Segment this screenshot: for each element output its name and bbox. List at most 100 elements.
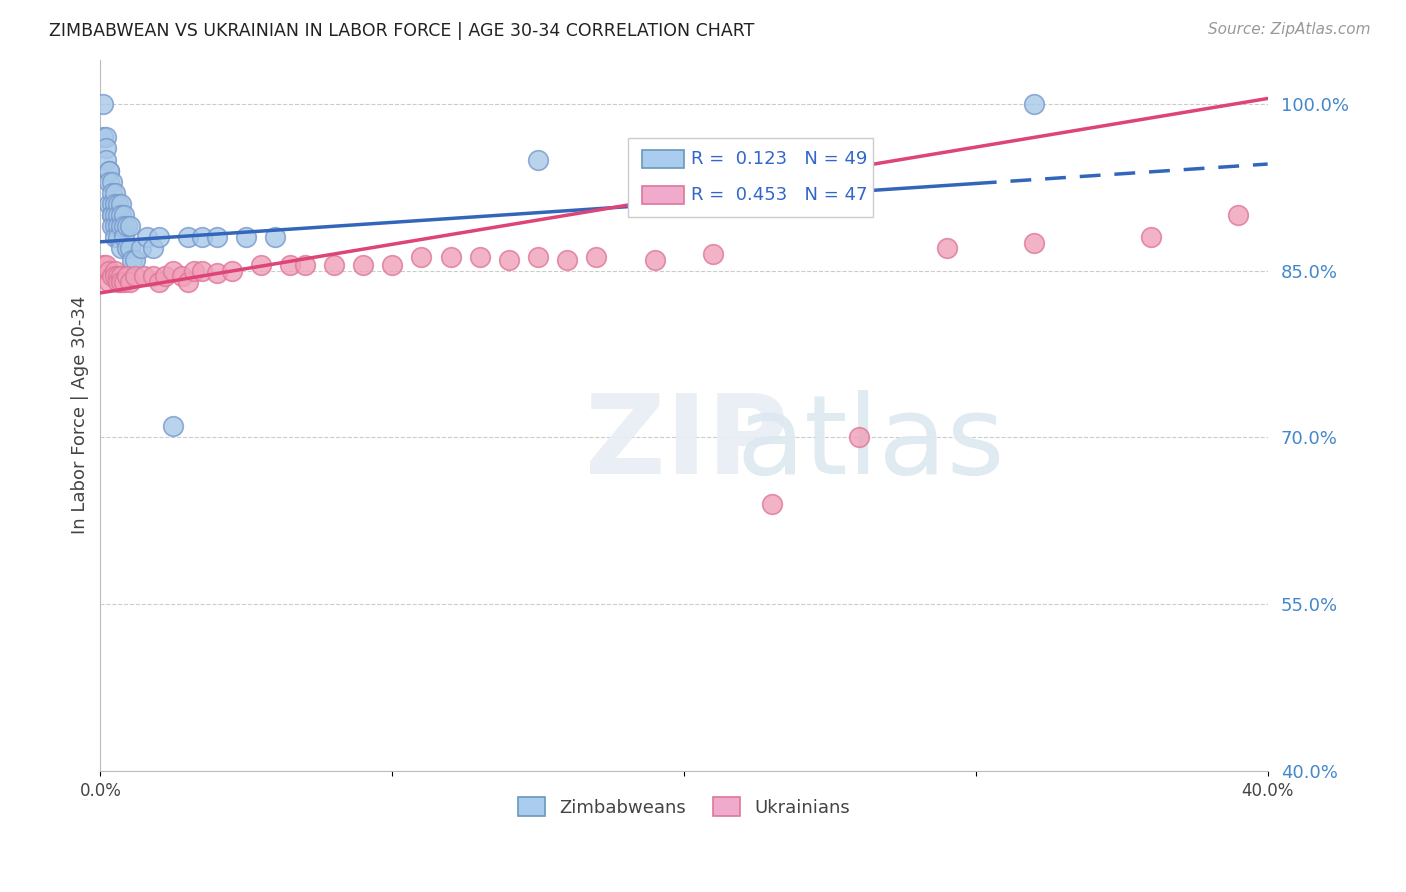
- Point: [250, 258, 273, 272]
- Point: [112, 275, 135, 289]
- Point: [264, 230, 287, 244]
- Point: [177, 275, 200, 289]
- Point: [294, 258, 316, 272]
- Point: [498, 252, 520, 267]
- Point: [1024, 235, 1046, 250]
- Text: ZIP: ZIP: [585, 390, 789, 497]
- Point: [115, 219, 138, 234]
- Point: [129, 242, 152, 256]
- Point: [142, 242, 165, 256]
- Point: [381, 258, 404, 272]
- Point: [1227, 208, 1250, 222]
- Text: atlas: atlas: [737, 390, 1005, 497]
- Text: Source: ZipAtlas.com: Source: ZipAtlas.com: [1208, 22, 1371, 37]
- Point: [112, 208, 135, 222]
- Point: [935, 242, 957, 256]
- Point: [98, 263, 121, 277]
- Point: [104, 208, 127, 222]
- Point: [162, 263, 184, 277]
- Point: [411, 251, 433, 265]
- Point: [153, 269, 176, 284]
- Point: [101, 269, 124, 284]
- Point: [101, 175, 124, 189]
- Point: [170, 269, 193, 284]
- Point: [848, 430, 870, 444]
- Point: [110, 269, 132, 284]
- Point: [107, 230, 129, 244]
- Point: [191, 263, 214, 277]
- Point: [107, 197, 129, 211]
- Point: [1024, 97, 1046, 112]
- Point: [110, 219, 132, 234]
- Point: [101, 186, 124, 200]
- Point: [112, 219, 135, 234]
- Point: [91, 97, 114, 112]
- Y-axis label: In Labor Force | Age 30-34: In Labor Force | Age 30-34: [72, 296, 89, 534]
- Point: [585, 251, 607, 265]
- Point: [98, 163, 121, 178]
- Point: [96, 258, 118, 272]
- Point: [468, 251, 491, 265]
- Point: [278, 258, 301, 272]
- Point: [115, 242, 138, 256]
- Point: [702, 247, 724, 261]
- Point: [104, 186, 127, 200]
- Point: [118, 242, 141, 256]
- Point: [136, 230, 159, 244]
- Point: [104, 219, 127, 234]
- Point: [205, 230, 228, 244]
- Point: [104, 263, 127, 277]
- Point: [118, 275, 141, 289]
- Point: [761, 497, 783, 511]
- Point: [121, 252, 143, 267]
- Point: [644, 252, 666, 267]
- Point: [183, 263, 205, 277]
- Point: [91, 130, 114, 145]
- Point: [1140, 230, 1163, 244]
- Point: [107, 269, 129, 284]
- Text: R =  0.453   N = 47: R = 0.453 N = 47: [692, 186, 868, 203]
- Point: [104, 230, 127, 244]
- Point: [527, 251, 550, 265]
- Point: [101, 219, 124, 234]
- Point: [98, 163, 121, 178]
- Legend: Zimbabweans, Ukrainians: Zimbabweans, Ukrainians: [509, 789, 859, 826]
- Point: [322, 258, 344, 272]
- Point: [221, 263, 243, 277]
- Point: [555, 252, 578, 267]
- Point: [148, 230, 170, 244]
- Point: [107, 219, 129, 234]
- Point: [96, 141, 118, 155]
- Point: [112, 230, 135, 244]
- Point: [177, 230, 200, 244]
- Point: [527, 153, 550, 167]
- Point: [134, 269, 156, 284]
- Point: [439, 251, 461, 265]
- Point: [115, 269, 138, 284]
- Point: [98, 175, 121, 189]
- Point: [107, 208, 129, 222]
- Point: [142, 269, 165, 284]
- Point: [110, 208, 132, 222]
- Point: [101, 208, 124, 222]
- Point: [101, 197, 124, 211]
- Point: [110, 197, 132, 211]
- Text: R =  0.123   N = 49: R = 0.123 N = 49: [692, 150, 868, 169]
- Point: [162, 419, 184, 434]
- Point: [205, 266, 228, 280]
- Point: [101, 208, 124, 222]
- Point: [96, 153, 118, 167]
- Point: [124, 252, 146, 267]
- Point: [191, 230, 214, 244]
- Point: [148, 275, 170, 289]
- Point: [124, 269, 146, 284]
- Point: [107, 275, 129, 289]
- Text: ZIMBABWEAN VS UKRAINIAN IN LABOR FORCE | AGE 30-34 CORRELATION CHART: ZIMBABWEAN VS UKRAINIAN IN LABOR FORCE |…: [49, 22, 755, 40]
- Point: [118, 219, 141, 234]
- Point: [110, 275, 132, 289]
- Point: [104, 197, 127, 211]
- Point: [96, 130, 118, 145]
- Point: [352, 258, 374, 272]
- Point: [104, 269, 127, 284]
- Point: [98, 275, 121, 289]
